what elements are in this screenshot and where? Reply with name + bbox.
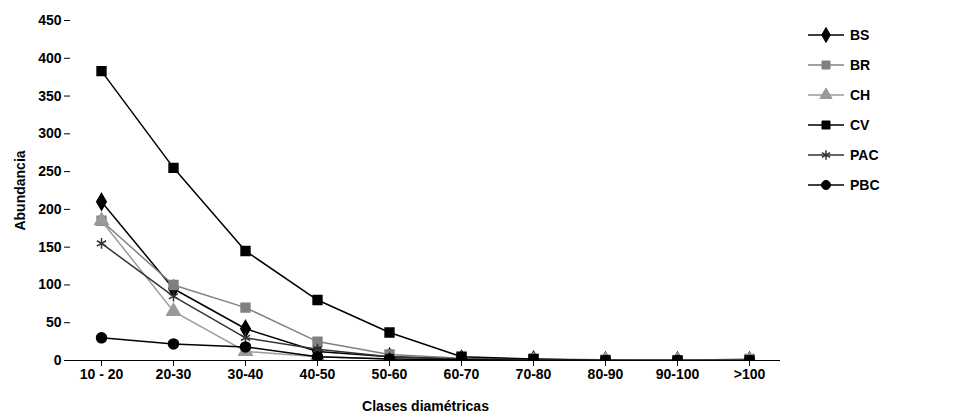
svg-text:150: 150 — [38, 239, 62, 255]
svg-text:Abundancia: Abundancia — [12, 150, 28, 230]
svg-text:90-100: 90-100 — [656, 366, 700, 382]
svg-text:450: 450 — [38, 12, 62, 28]
html-text:BR: BR — [850, 57, 871, 73]
svg-text:80-90: 80-90 — [588, 366, 624, 382]
svg-text:100: 100 — [38, 276, 62, 292]
html-text:PAC: PAC — [850, 147, 879, 163]
html-text:BS: BS — [850, 27, 870, 43]
svg-text:250: 250 — [38, 163, 62, 179]
html-text:CH: CH — [850, 87, 871, 103]
svg-text:20-30: 20-30 — [156, 366, 192, 382]
svg-text:60-70: 60-70 — [444, 366, 480, 382]
svg-text:10 - 20: 10 - 20 — [80, 366, 124, 382]
svg-text:400: 400 — [38, 50, 62, 66]
svg-text:200: 200 — [38, 201, 62, 217]
svg-text:30-40: 30-40 — [228, 366, 264, 382]
svg-text:50-60: 50-60 — [372, 366, 408, 382]
svg-text:50: 50 — [46, 314, 62, 330]
svg-text:40-50: 40-50 — [300, 366, 336, 382]
html-text:PBC: PBC — [850, 177, 880, 193]
svg-text:350: 350 — [38, 88, 62, 104]
svg-text:70-80: 70-80 — [516, 366, 552, 382]
svg-text:0: 0 — [54, 352, 62, 368]
svg-text:>100: >100 — [734, 366, 766, 382]
html-text:CV: CV — [850, 117, 870, 133]
svg-text:300: 300 — [38, 125, 62, 141]
svg-text:Clases diamétricas: Clases diamétricas — [362, 398, 489, 414]
